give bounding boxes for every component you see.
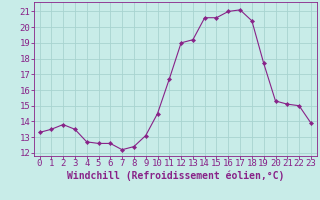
X-axis label: Windchill (Refroidissement éolien,°C): Windchill (Refroidissement éolien,°C) [67,171,284,181]
